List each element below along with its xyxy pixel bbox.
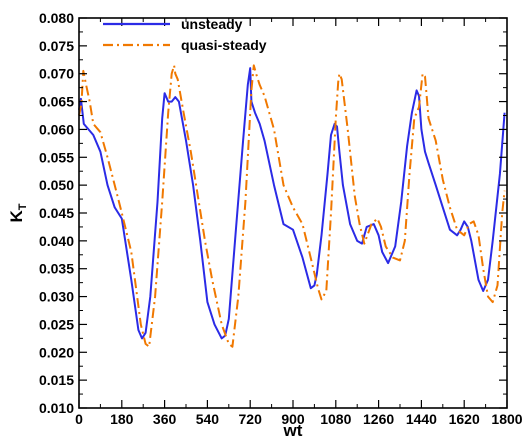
y-tick-label: 0.035: [39, 261, 74, 277]
y-tick-label: 0.065: [39, 94, 74, 110]
x-tick-label: 540: [196, 411, 220, 427]
y-tick-label: 0.050: [39, 177, 74, 193]
x-tick-label: 1260: [363, 411, 394, 427]
y-tick-label: 0.080: [39, 10, 74, 26]
y-tick-label: 0.060: [39, 121, 74, 137]
y-axis-label: KT: [7, 203, 29, 222]
x-tick-label: 1620: [449, 411, 480, 427]
series-line-quasi-steady: [78, 64, 506, 348]
y-tick-label: 0.055: [39, 149, 74, 165]
y-tick-label: 0.015: [39, 372, 74, 388]
x-tick-label: 1080: [320, 411, 351, 427]
y-tick-label: 0.045: [39, 205, 74, 221]
legend: unsteady quasi-steady: [103, 16, 267, 53]
x-axis-ticks: 0 180 360 540 720 900 1080 1260 1440 1620 1800: [75, 18, 522, 427]
series-layer: [78, 64, 506, 348]
y-tick-label: 0.020: [39, 344, 74, 360]
x-axis-label: wt: [283, 421, 303, 439]
x-tick-label: 180: [110, 411, 134, 427]
y-axis-label-subscript: T: [17, 203, 29, 210]
plot-frame: [78, 17, 508, 409]
series-line-unsteady: [78, 67, 506, 340]
y-tick-label: 0.010: [39, 400, 74, 416]
y-axis-ticks: 0.010 0.015 0.020 0.025 0.030 0.035 0.040 0.045…: [39, 10, 507, 416]
legend-label-unsteady: unsteady: [181, 16, 243, 32]
legend-label-quasi-steady: quasi-steady: [181, 37, 267, 53]
x-tick-label: 720: [239, 411, 263, 427]
y-tick-label: 0.070: [39, 66, 74, 82]
y-tick-label: 0.030: [39, 289, 74, 305]
x-tick-label: 900: [281, 411, 305, 427]
x-tick-label: 1800: [491, 411, 522, 427]
y-tick-label: 0.075: [39, 38, 74, 54]
y-tick-label: 0.040: [39, 233, 74, 249]
y-tick-label: 0.025: [39, 316, 74, 332]
x-tick-label: 0: [75, 411, 83, 427]
x-tick-label: 1440: [406, 411, 437, 427]
x-tick-label: 360: [153, 411, 177, 427]
